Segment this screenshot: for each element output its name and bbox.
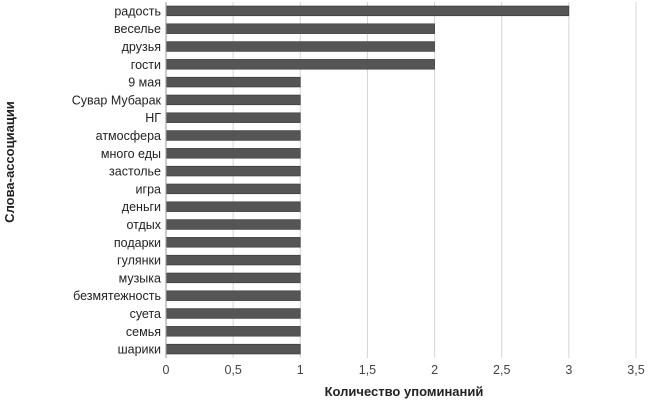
y-axis-title: Слова-ассоциации: [2, 101, 17, 223]
category-label: радость: [114, 4, 161, 18]
bar: [165, 272, 301, 284]
bar: [165, 59, 435, 70]
chart-gridlines: [232, 2, 637, 358]
x-tick-label: 3,5: [627, 363, 644, 377]
x-tick-label: 2,5: [493, 363, 510, 377]
x-tick-label: 1: [297, 363, 304, 377]
bar: [165, 148, 301, 159]
x-tick-label: 1,5: [359, 363, 376, 377]
category-label: застолье: [109, 165, 161, 179]
category-label: 9 мая: [128, 76, 161, 90]
category-label: семья: [126, 325, 161, 339]
bar: [165, 254, 301, 266]
category-label: Сувар Мубарак: [72, 93, 162, 107]
category-label: музыка: [119, 271, 161, 285]
x-tick-labels: 0 0,5 1 1,5 2 2,5 3 3,5: [163, 363, 645, 377]
category-label: друзья: [122, 40, 161, 54]
bar: [165, 237, 301, 248]
category-label: суета: [130, 307, 161, 321]
category-label: игра: [136, 182, 161, 196]
bar: [165, 308, 301, 319]
x-tick-label: 0: [163, 363, 170, 377]
x-tick-label: 2: [431, 363, 438, 377]
category-label: много еды: [101, 147, 161, 161]
x-tick-label: 3: [565, 363, 572, 377]
category-label: веселье: [114, 22, 161, 36]
category-label: деньги: [122, 200, 161, 214]
category-label: подарки: [114, 236, 161, 250]
category-label: гости: [131, 58, 161, 72]
bar: [165, 5, 570, 17]
bar: [165, 343, 301, 355]
bar: [165, 112, 301, 123]
category-label: безмятежность: [73, 289, 161, 303]
category-label: шарики: [118, 343, 161, 357]
bar: [165, 130, 301, 141]
x-tick-label: 0,5: [224, 363, 241, 377]
category-labels: радость веселье друзья гости 9 мая Сувар Муба…: [72, 4, 162, 356]
bar: [165, 183, 301, 195]
bar: [165, 41, 435, 52]
category-label: атмосфера: [96, 129, 161, 143]
bar: [165, 290, 301, 301]
bar: [165, 76, 301, 88]
category-label: отдых: [126, 218, 161, 232]
category-label: гулянки: [117, 254, 161, 268]
bar: [165, 165, 301, 177]
bar: [165, 201, 301, 212]
category-label: НГ: [145, 111, 161, 125]
x-axis-title: Количество упоминаний: [325, 384, 484, 399]
bar: [165, 219, 301, 230]
bar: [165, 23, 435, 34]
bar: [165, 326, 301, 337]
bar: [165, 94, 301, 106]
